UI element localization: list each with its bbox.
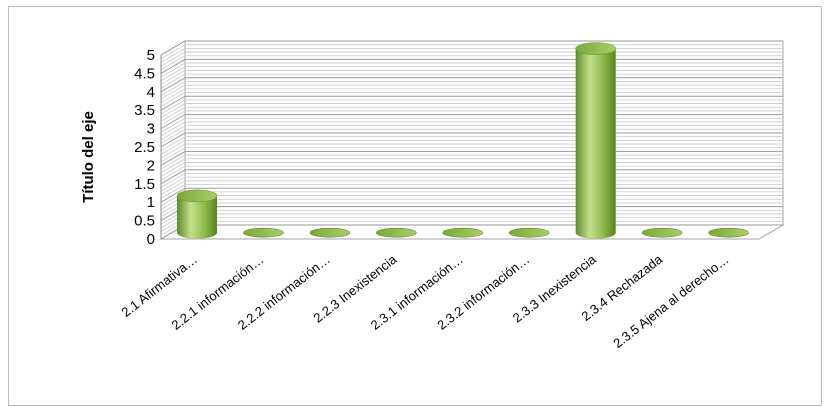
bar	[641, 227, 683, 238]
y-tick-label: 2	[147, 157, 155, 174]
bar	[708, 227, 749, 238]
y-tick-label: 3	[147, 121, 155, 138]
y-tick-label: 2.5	[134, 139, 155, 156]
bar-zero-disc	[708, 227, 749, 238]
bar-zero-disc	[243, 227, 284, 238]
y-tick-label: 0.5	[134, 213, 155, 230]
bar-zero-disc	[641, 227, 683, 238]
bars	[176, 42, 749, 239]
bar	[309, 227, 351, 238]
y-tick-label: 1	[147, 194, 155, 211]
bar-body	[575, 48, 616, 239]
bar-zero-disc	[309, 227, 351, 238]
bar-top	[575, 42, 616, 56]
y-axis-ticks: 00.5 11.5 22.53 3.54 4.55	[134, 47, 155, 248]
bar-body	[177, 195, 218, 239]
bar	[243, 227, 284, 238]
y-axis-title: Título del eje	[80, 111, 97, 203]
bar-zero-disc	[508, 227, 550, 238]
bar-zero-disc	[442, 227, 484, 238]
major-gridline	[160, 40, 783, 56]
bar	[376, 227, 417, 238]
chart-frame: 0 0.5 1 1.5 2 2.5 3 3.5 4 4.5 5 2.1 Afirmativa… 2.2…	[8, 6, 822, 406]
y-tick-label: 4	[147, 84, 155, 101]
bar	[176, 189, 218, 239]
bar-zero-disc	[376, 227, 417, 238]
y-tick-label: 5	[147, 47, 155, 64]
bar	[575, 42, 616, 239]
x-axis-labels: 2.1 Afirmativa…2.2.1 información…2.2.2 i…	[119, 251, 732, 351]
bar-top	[176, 189, 218, 203]
bar	[442, 227, 484, 238]
bar	[508, 227, 550, 238]
y-tick-label: 3.5	[134, 102, 155, 119]
chart-svg: 00.5 11.5 22.53 3.54 4.55 2.1 Afirmativa…2.2…	[80, 40, 785, 351]
y-tick-label: 1.5	[134, 176, 155, 193]
y-tick-label: 0	[147, 231, 155, 248]
y-tick-label: 4.5	[134, 65, 155, 82]
x-category-label: 2.3.5 Ajena al derecho…	[610, 252, 731, 351]
